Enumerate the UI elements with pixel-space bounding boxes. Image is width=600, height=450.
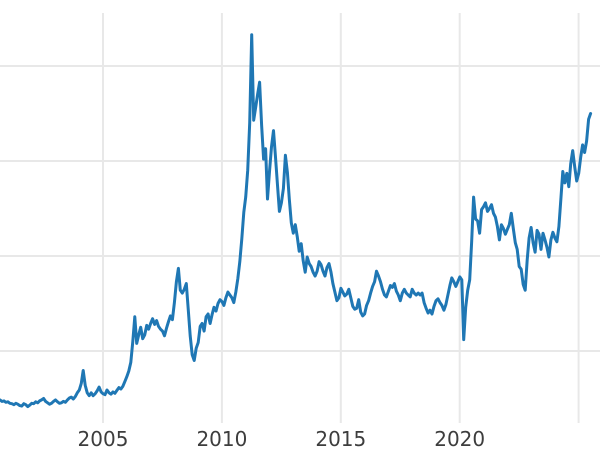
x-axis-tick-labels: 2005 2010 2015 2020 — [78, 427, 486, 450]
x-tick-label-2015: 2015 — [315, 427, 366, 450]
horizontal-gridlines — [0, 65, 600, 352]
x-tick-label-2020: 2020 — [434, 427, 485, 450]
price-line — [0, 33, 593, 409]
x-tick-label-2010: 2010 — [196, 427, 247, 450]
vertical-gridlines — [102, 13, 580, 423]
x-tick-label-2005: 2005 — [78, 427, 129, 450]
